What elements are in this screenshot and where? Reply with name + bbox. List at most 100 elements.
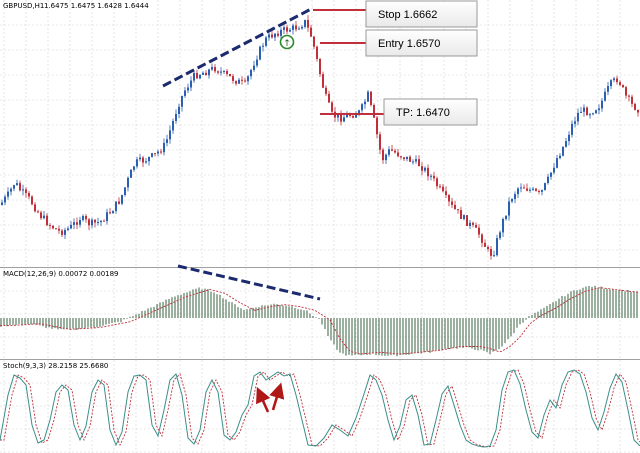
candle-body — [442, 186, 444, 192]
price-panel-bg — [0, 0, 640, 267]
stoch-panel: Stoch(9,3,3) 28.2158 25.6680 — [0, 360, 640, 453]
candle-body — [562, 146, 564, 156]
candle-body — [280, 29, 282, 36]
candle-body — [460, 210, 462, 219]
candle-body — [604, 91, 606, 101]
candle-body — [82, 215, 84, 220]
candle-body — [418, 159, 420, 167]
stoch-panel-title: Stoch(9,3,3) 28.2158 25.6680 — [3, 362, 108, 370]
candle-body — [550, 172, 552, 177]
candle-body — [4, 196, 6, 203]
candle-body — [595, 110, 597, 114]
candle-body — [25, 189, 27, 193]
candle-body — [112, 211, 114, 214]
candle-body — [505, 215, 507, 219]
candle-body — [130, 169, 132, 178]
candle-body — [217, 71, 219, 73]
candle-body — [16, 183, 18, 186]
candle-body — [64, 229, 66, 235]
candle-body — [106, 212, 108, 222]
candle-body — [163, 142, 165, 153]
candle-body — [412, 161, 414, 163]
price-candles — [1, 15, 639, 260]
candle-body — [454, 204, 456, 210]
candle-body — [286, 27, 288, 32]
candle-body — [22, 189, 24, 191]
stop-callout: Stop 1.6662 — [365, 0, 478, 28]
candle-body — [421, 166, 423, 171]
candle-body — [316, 46, 318, 59]
candle-body — [109, 212, 111, 214]
candle-body — [457, 209, 459, 211]
candle-body — [511, 199, 513, 202]
candle-body — [202, 72, 204, 75]
candle-body — [577, 112, 579, 122]
candle-body — [619, 82, 621, 85]
candle-body — [154, 153, 156, 155]
candle-body — [40, 212, 42, 219]
candle-body — [616, 78, 618, 83]
candle-body — [559, 155, 561, 159]
candle-body — [208, 69, 210, 76]
candle-body — [253, 65, 255, 70]
candle-body — [10, 188, 12, 192]
candle-body — [211, 67, 213, 70]
candle-body — [124, 187, 126, 195]
candle-body — [517, 188, 519, 195]
candle-body — [304, 19, 306, 27]
macd-panel-title: MACD(12,26,9) 0.00072 0.00189 — [3, 270, 119, 278]
candle-body — [367, 91, 369, 102]
stoch-grid — [0, 360, 640, 453]
candle-body — [19, 183, 21, 191]
candle-body — [526, 188, 528, 191]
tp-callout-label: TP: 1.6470 — [396, 107, 450, 119]
candle-body — [43, 215, 45, 219]
candle-body — [406, 156, 408, 160]
candle-body — [7, 191, 9, 197]
candle-body — [70, 224, 72, 229]
candle-body — [583, 107, 585, 112]
candle-body — [277, 33, 279, 36]
candle-body — [229, 74, 231, 77]
macd-panel: MACD(12,26,9) 0.00072 0.00189 — [0, 264, 640, 359]
candle-body — [79, 219, 81, 225]
candle-body — [73, 222, 75, 225]
candle-body — [508, 201, 510, 216]
candle-body — [349, 114, 351, 117]
candle-body — [34, 204, 36, 212]
candle-body — [568, 134, 570, 142]
candle-body — [379, 134, 381, 150]
candle-body — [529, 189, 531, 191]
candle-body — [28, 192, 30, 197]
candle-body — [307, 19, 309, 28]
candle-body — [274, 33, 276, 38]
candle-body — [385, 154, 387, 161]
candle-body — [55, 228, 57, 230]
candle-body — [481, 234, 483, 243]
candle-body — [631, 96, 633, 104]
stoch-main-line — [0, 369, 640, 448]
candle-body — [469, 222, 471, 226]
candle-body — [49, 225, 51, 227]
candle-body — [298, 28, 300, 30]
candle-body — [283, 27, 285, 30]
candle-body — [610, 80, 612, 87]
candle-body — [322, 74, 324, 88]
candle-body — [451, 201, 453, 205]
candle-body — [574, 121, 576, 124]
candle-body — [502, 218, 504, 233]
candle-body — [247, 76, 249, 82]
candle-body — [223, 70, 225, 72]
candle-body — [565, 141, 567, 147]
macd-histogram — [0, 285, 638, 357]
entry-marker-arrow: ↑ — [283, 39, 291, 49]
candle-body — [358, 110, 360, 115]
candle-body — [601, 100, 603, 109]
candle-body — [496, 238, 498, 256]
candle-body — [271, 34, 273, 38]
candle-body — [592, 113, 594, 115]
candle-body — [607, 86, 609, 92]
candle-body — [580, 111, 582, 113]
candle-body — [205, 72, 207, 76]
candle-body — [244, 80, 246, 82]
